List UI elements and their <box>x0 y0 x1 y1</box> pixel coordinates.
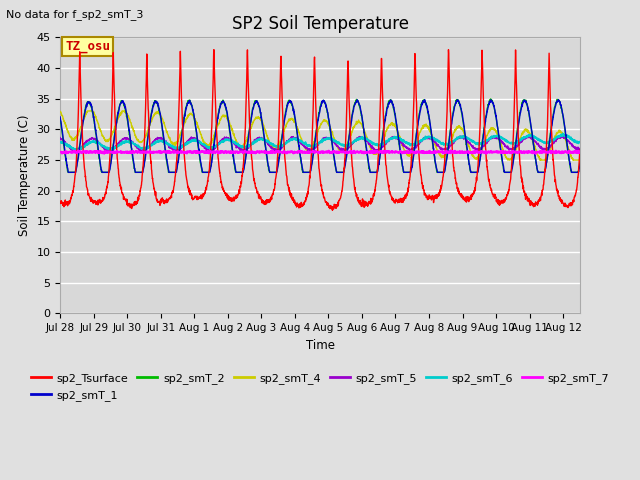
sp2_smT_1 <box>87 102 95 108</box>
Line: sp2_Tsurface: sp2_Tsurface <box>60 49 580 210</box>
sp2_smT_6 <box>56 139 64 145</box>
sp2_smT_5 <box>87 137 95 143</box>
Line: sp2_smT_1: sp2_smT_1 <box>60 100 580 172</box>
sp2_smT_2 <box>64 169 72 175</box>
sp2_Tsurface <box>87 198 95 204</box>
sp2_smT_7 <box>576 149 584 155</box>
Line: sp2_smT_7: sp2_smT_7 <box>60 150 580 154</box>
sp2_smT_6 <box>576 139 584 144</box>
Line: sp2_smT_4: sp2_smT_4 <box>60 111 580 160</box>
sp2_smT_1 <box>398 156 406 162</box>
sp2_smT_5 <box>576 145 584 151</box>
sp2_Tsurface <box>56 200 64 205</box>
Line: sp2_smT_5: sp2_smT_5 <box>60 136 580 152</box>
sp2_smT_2 <box>398 159 406 165</box>
sp2_smT_2 <box>56 117 64 122</box>
sp2_smT_7 <box>398 149 406 155</box>
sp2_smT_4 <box>497 139 504 144</box>
sp2_smT_2 <box>87 103 95 108</box>
X-axis label: Time: Time <box>305 339 335 352</box>
Y-axis label: Soil Temperature (C): Soil Temperature (C) <box>18 115 31 236</box>
sp2_smT_6 <box>398 138 406 144</box>
sp2_Tsurface <box>323 200 331 205</box>
sp2_smT_5 <box>558 133 566 139</box>
sp2_Tsurface <box>558 199 566 205</box>
sp2_Tsurface <box>497 198 504 204</box>
sp2_smT_7 <box>382 149 390 155</box>
sp2_smT_2 <box>382 112 390 118</box>
sp2_smT_7 <box>74 147 82 153</box>
sp2_Tsurface <box>210 47 218 52</box>
sp2_smT_5 <box>382 142 390 147</box>
sp2_smT_1 <box>323 107 331 112</box>
sp2_Tsurface <box>328 207 336 213</box>
sp2_smT_6 <box>559 131 566 136</box>
Title: SP2 Soil Temperature: SP2 Soil Temperature <box>232 15 408 33</box>
sp2_smT_4 <box>87 108 95 114</box>
Line: sp2_smT_6: sp2_smT_6 <box>60 133 580 150</box>
sp2_smT_4 <box>558 132 566 137</box>
sp2_smT_7 <box>87 149 95 155</box>
sp2_smT_6 <box>558 133 566 139</box>
sp2_smT_4 <box>56 108 64 114</box>
sp2_smT_7 <box>532 151 540 156</box>
sp2_smT_2 <box>497 146 504 152</box>
sp2_smT_7 <box>56 149 64 155</box>
sp2_smT_1 <box>576 161 584 167</box>
sp2_smT_7 <box>323 150 331 156</box>
sp2_smT_6 <box>382 139 390 144</box>
sp2_smT_2 <box>558 109 566 115</box>
sp2_smT_1 <box>56 114 64 120</box>
sp2_smT_5 <box>56 135 64 141</box>
sp2_smT_4 <box>84 108 92 114</box>
sp2_smT_6 <box>73 147 81 153</box>
sp2_smT_5 <box>72 149 80 155</box>
sp2_smT_1 <box>555 97 563 103</box>
sp2_smT_5 <box>323 135 331 141</box>
sp2_Tsurface <box>382 162 390 168</box>
sp2_smT_2 <box>576 159 584 165</box>
sp2_smT_4 <box>323 118 331 124</box>
sp2_Tsurface <box>576 147 584 153</box>
sp2_smT_4 <box>398 140 406 146</box>
sp2_smT_1 <box>65 169 72 175</box>
Line: sp2_smT_2: sp2_smT_2 <box>60 99 580 172</box>
sp2_smT_4 <box>576 157 584 163</box>
sp2_smT_6 <box>323 136 331 142</box>
sp2_smT_1 <box>558 108 566 114</box>
sp2_Tsurface <box>398 199 406 205</box>
sp2_smT_5 <box>490 133 498 139</box>
sp2_smT_1 <box>497 143 504 148</box>
sp2_smT_7 <box>497 149 504 155</box>
sp2_smT_4 <box>506 157 513 163</box>
sp2_smT_4 <box>382 129 390 134</box>
sp2_smT_2 <box>487 96 495 102</box>
sp2_smT_5 <box>398 140 406 146</box>
sp2_smT_6 <box>87 140 95 145</box>
Text: TZ_osu: TZ_osu <box>65 40 110 53</box>
sp2_smT_1 <box>382 113 390 119</box>
sp2_smT_2 <box>323 107 331 113</box>
Legend: sp2_Tsurface, sp2_smT_1, sp2_smT_2, sp2_smT_4, sp2_smT_5, sp2_smT_6, sp2_smT_7: sp2_Tsurface, sp2_smT_1, sp2_smT_2, sp2_… <box>27 369 613 405</box>
sp2_smT_5 <box>497 137 504 143</box>
sp2_smT_7 <box>558 149 566 155</box>
sp2_smT_6 <box>497 134 504 140</box>
Text: No data for f_sp2_smT_3: No data for f_sp2_smT_3 <box>6 9 144 20</box>
